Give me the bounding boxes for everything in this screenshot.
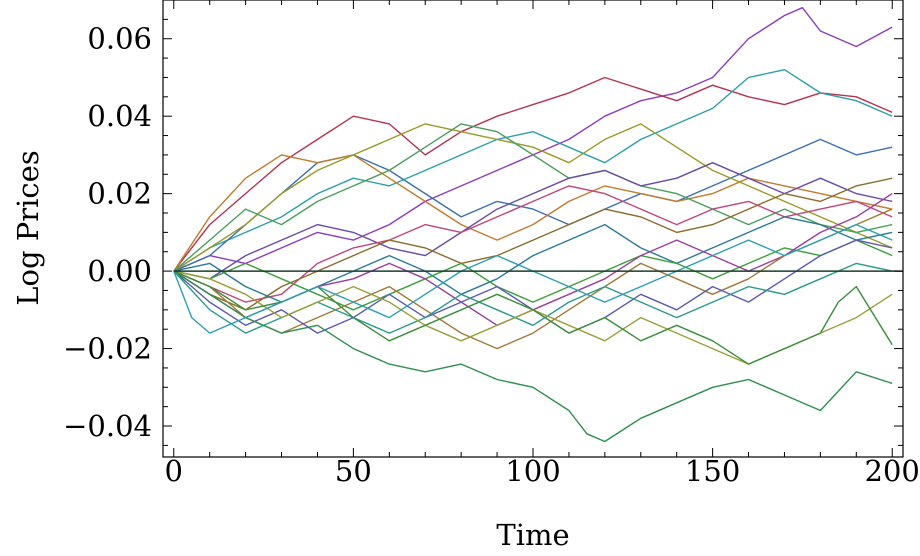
series-line-9 bbox=[173, 185, 893, 303]
series-line-16 bbox=[173, 262, 893, 334]
series-line-11 bbox=[173, 216, 893, 303]
y-tick-label: −0.04 bbox=[63, 409, 152, 443]
series-line-2 bbox=[173, 76, 893, 272]
y-axis-title: Log Prices bbox=[11, 150, 45, 305]
y-tick-label: 0.02 bbox=[87, 177, 152, 211]
series-line-3 bbox=[173, 68, 893, 272]
series-line-4 bbox=[173, 138, 893, 272]
y-tick-label: 0.06 bbox=[87, 22, 152, 56]
series-line-19 bbox=[173, 270, 893, 443]
series-line-6 bbox=[173, 123, 893, 272]
series-line-17 bbox=[173, 270, 893, 365]
x-tick-label: 150 bbox=[685, 454, 740, 488]
y-tick-label: 0.00 bbox=[87, 254, 152, 288]
series-line-5 bbox=[173, 154, 893, 272]
x-tick-label: 100 bbox=[505, 454, 560, 488]
y-tick-label: −0.02 bbox=[63, 332, 152, 366]
series-line-14 bbox=[173, 208, 893, 350]
series-line-8 bbox=[173, 161, 893, 280]
series-layer bbox=[173, 6, 893, 443]
tick-labels-layer: 0 50 100 150 200 −0.04 −0.02 0.00 0.02 0.04 0.06 bbox=[63, 22, 920, 488]
ticks-layer bbox=[163, 0, 903, 457]
x-tick-label: 0 bbox=[165, 454, 183, 488]
series-line-12 bbox=[173, 239, 893, 311]
series-line-20 bbox=[173, 223, 893, 334]
series-line-1 bbox=[173, 6, 893, 272]
y-tick-label: 0.04 bbox=[87, 99, 152, 133]
x-tick-label: 50 bbox=[335, 454, 372, 488]
x-axis-title: Time bbox=[496, 518, 569, 552]
series-line-13 bbox=[173, 193, 893, 326]
series-line-7 bbox=[173, 123, 893, 272]
x-tick-label: 200 bbox=[865, 454, 920, 488]
series-line-10 bbox=[173, 177, 893, 311]
plot-frame bbox=[162, 0, 904, 458]
